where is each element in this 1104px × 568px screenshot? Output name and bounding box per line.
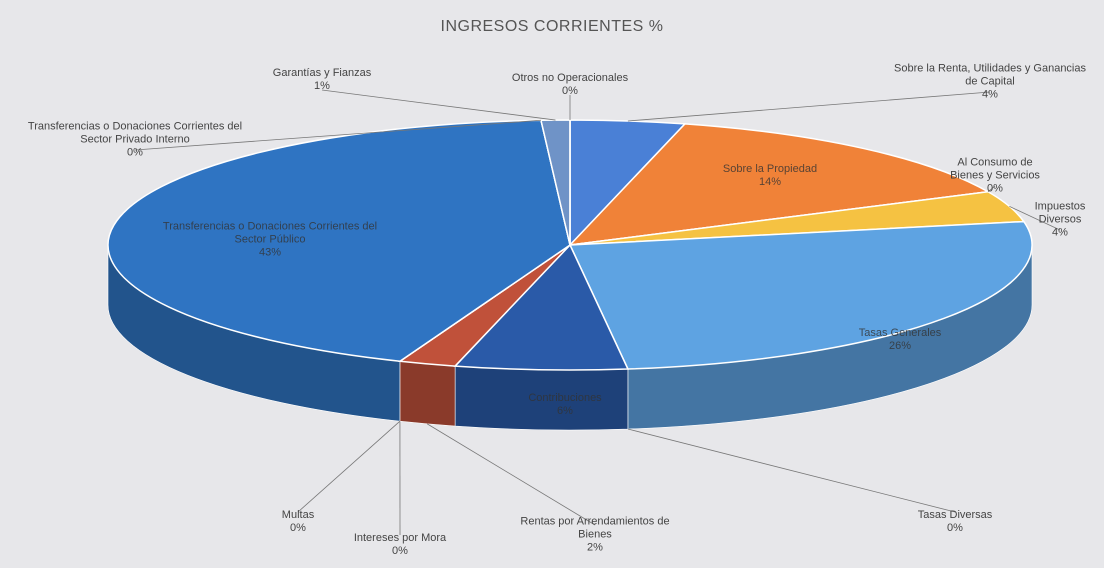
slice	[453, 243, 630, 371]
slice-label: Garantías y Fianzas 1%	[257, 67, 387, 93]
slice-name: Impuestos Diversos	[1034, 200, 1086, 226]
slice-label: Multas 0%	[268, 509, 328, 535]
slice-name: Transferencias o Donaciones Corrientes d…	[27, 120, 243, 146]
slice-value: 43%	[258, 246, 282, 259]
slice-name: Rentas por Arrendamientos de Bienes	[520, 515, 670, 541]
slice-label: Contribuciones 6%	[505, 392, 625, 418]
slice-name: Sobre la Renta, Utilidades y Ganancias d…	[894, 62, 1086, 88]
slice-label: Intereses por Mora 0%	[340, 532, 460, 558]
leader-line	[321, 89, 556, 121]
slice-name: Tasas Diversas	[917, 509, 993, 521]
slice-value: 6%	[557, 405, 573, 417]
slice-value: 0%	[392, 545, 408, 557]
slice	[568, 220, 1033, 370]
slice-label: Rentas por Arrendamientos de Bienes 2%	[515, 516, 675, 555]
slice-value: 26%	[888, 340, 912, 352]
slice-side	[399, 360, 456, 427]
slice-name: Sobre la Propiedad	[722, 163, 818, 175]
slice-name: Tasas Generales	[858, 327, 942, 339]
leader-line	[427, 423, 596, 526]
slice-label: Transferencias o Donaciones Corrientes d…	[20, 121, 250, 160]
slice-label: Impuestos Diversos 4%	[1025, 201, 1095, 240]
slice-value: 4%	[982, 88, 998, 101]
slice-label: Al Consumo de Bienes y Servicios 0%	[950, 157, 1040, 196]
slice-name: Contribuciones	[528, 392, 602, 404]
slice-value: 0%	[290, 522, 306, 534]
leader-line	[1009, 206, 1061, 231]
slice-label: Sobre la Propiedad 14%	[710, 163, 830, 189]
leader-line	[297, 420, 401, 513]
slice-value: 0%	[947, 522, 963, 534]
slice-label: Sobre la Renta, Utilidades y Ganancias d…	[890, 63, 1090, 102]
slice-label: Transferencias o Donaciones Corrientes d…	[155, 221, 385, 260]
leader-line	[134, 119, 542, 151]
slice	[568, 123, 991, 247]
slice-name: Otros no Operacionales	[511, 72, 629, 84]
slice-value: 14%	[758, 176, 782, 188]
slice-label: Otros no Operacionales 0%	[495, 72, 645, 98]
slice-name: Multas	[281, 509, 315, 521]
slice-value: 0%	[987, 182, 1003, 195]
slice-name: Al Consumo de Bienes y Servicios	[950, 156, 1040, 182]
leader-line	[987, 185, 996, 193]
slice-label: Tasas Generales 26%	[840, 327, 960, 353]
slice-name: Transferencias o Donaciones Corrientes d…	[162, 220, 378, 246]
leader-line	[627, 91, 991, 122]
slice-value: 0%	[127, 146, 143, 159]
slice-value: 2%	[587, 541, 603, 554]
slice-name: Intereses por Mora	[353, 532, 447, 544]
slice-value: 1%	[314, 80, 330, 92]
slice-value: 0%	[562, 85, 578, 97]
leader-line	[627, 428, 956, 513]
slice-value: 4%	[1052, 226, 1068, 239]
slice-name: Garantías y Fianzas	[272, 67, 372, 79]
slice-label: Tasas Diversas 0%	[895, 509, 1015, 535]
chart-title: INGRESOS CORRIENTES %	[440, 18, 664, 35]
